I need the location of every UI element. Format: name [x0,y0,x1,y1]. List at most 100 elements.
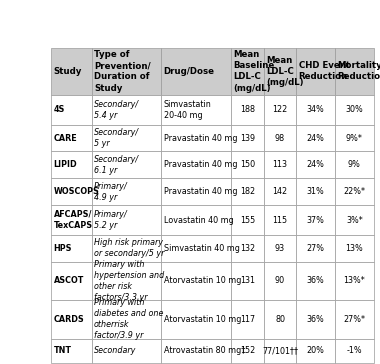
Text: 182: 182 [240,187,255,197]
Text: -1%: -1% [347,347,362,355]
Text: Atorvastatin 10 mg: Atorvastatin 10 mg [164,276,241,285]
Text: 132: 132 [240,244,255,253]
Text: TNT: TNT [54,347,72,355]
Bar [51,205,92,235]
Bar [264,262,296,300]
Text: 13%*: 13%* [344,276,365,285]
Bar [51,339,92,363]
Text: Mortality
Reduction: Mortality Reduction [337,62,380,82]
Bar [162,339,231,363]
Text: 4S: 4S [54,106,65,114]
Text: 24%: 24% [307,161,325,170]
Text: 13%: 13% [345,244,363,253]
Bar [296,151,335,178]
Bar [296,235,335,262]
Bar [51,48,92,95]
Text: Pravastatin 40 mg: Pravastatin 40 mg [164,187,237,197]
Text: 93: 93 [275,244,285,253]
Bar [231,151,264,178]
Text: Secondary/
5.4 yr: Secondary/ 5.4 yr [94,100,139,120]
Bar [162,205,231,235]
Bar [335,48,374,95]
Text: Secondary/
5 yr: Secondary/ 5 yr [94,128,139,148]
Bar [296,262,335,300]
Bar [51,235,92,262]
Text: Type of
Prevention/
Duration of
Study: Type of Prevention/ Duration of Study [94,50,150,92]
Bar [162,235,231,262]
Text: 3%*: 3%* [346,215,363,225]
Text: 31%: 31% [307,187,325,197]
Bar [231,300,264,339]
Bar [231,235,264,262]
Text: 117: 117 [240,315,255,324]
Bar [231,205,264,235]
Bar [335,262,374,300]
Text: 30%: 30% [345,106,363,114]
Bar [92,95,162,124]
Text: Primary/
4.9 yr: Primary/ 4.9 yr [94,182,128,202]
Text: 37%: 37% [307,215,325,225]
Text: 9%: 9% [348,161,361,170]
Bar [231,262,264,300]
Text: 34%: 34% [307,106,325,114]
Bar [162,48,231,95]
Text: Pravastatin 40 mg: Pravastatin 40 mg [164,134,237,142]
Text: 131: 131 [240,276,255,285]
Text: ASCOT: ASCOT [54,276,84,285]
Bar [264,151,296,178]
Bar [162,178,231,205]
Bar [264,300,296,339]
Bar [51,178,92,205]
Bar [231,124,264,151]
Bar [231,178,264,205]
Bar [92,300,162,339]
Bar [51,124,92,151]
Bar [92,178,162,205]
Bar [264,48,296,95]
Bar [335,95,374,124]
Bar [335,339,374,363]
Text: 9%*: 9%* [346,134,363,142]
Text: Pravastatin 40 mg: Pravastatin 40 mg [164,161,237,170]
Bar [92,48,162,95]
Bar [264,178,296,205]
Text: 152: 152 [240,347,255,355]
Text: Primary/
5.2 yr: Primary/ 5.2 yr [94,210,128,230]
Text: 115: 115 [272,215,288,225]
Bar [296,48,335,95]
Bar [162,300,231,339]
Text: 20%: 20% [307,347,325,355]
Text: Simvastatin 40 mg: Simvastatin 40 mg [164,244,240,253]
Bar [51,300,92,339]
Text: 142: 142 [272,187,288,197]
Text: Secondary/
6.1 yr: Secondary/ 6.1 yr [94,155,139,175]
Bar [264,339,296,363]
Text: 122: 122 [272,106,288,114]
Bar [335,205,374,235]
Text: Primary with
hypertension and
other risk
factors/3.3 yr: Primary with hypertension and other risk… [94,260,164,302]
Bar [296,178,335,205]
Text: 24%: 24% [307,134,325,142]
Bar [92,339,162,363]
Text: 139: 139 [240,134,255,142]
Bar [296,339,335,363]
Bar [92,205,162,235]
Bar [335,151,374,178]
Text: 80: 80 [275,315,285,324]
Bar [296,300,335,339]
Bar [335,178,374,205]
Text: Simvastatin
20-40 mg: Simvastatin 20-40 mg [164,100,212,120]
Text: Study: Study [54,67,82,76]
Bar [92,151,162,178]
Bar [162,262,231,300]
Text: 90: 90 [275,276,285,285]
Text: 77/101††: 77/101†† [262,347,298,355]
Text: LIPID: LIPID [54,161,77,170]
Bar [231,95,264,124]
Text: Atorvastatin 10 mg: Atorvastatin 10 mg [164,315,241,324]
Bar [335,124,374,151]
Text: 22%*: 22%* [344,187,366,197]
Bar [231,48,264,95]
Text: 150: 150 [240,161,255,170]
Text: CARDS: CARDS [54,315,84,324]
